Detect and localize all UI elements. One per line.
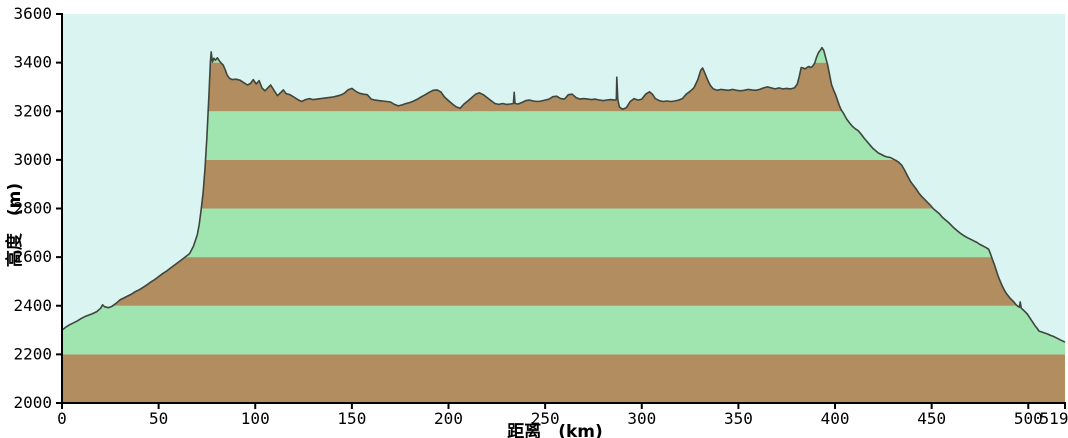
elevation-band-2600 bbox=[62, 208, 1065, 258]
elevation-band-2000 bbox=[62, 354, 1065, 403]
elevation-band-2400 bbox=[62, 257, 1065, 306]
x-tick-label: 519 bbox=[1040, 409, 1068, 428]
y-tick-label: 2000 bbox=[13, 393, 52, 412]
x-tick-label: 500 bbox=[1014, 409, 1043, 428]
y-tick-label: 2600 bbox=[13, 247, 52, 266]
x-tick-label: 0 bbox=[57, 409, 67, 428]
terrain-outline bbox=[61, 46, 1066, 343]
y-axis-title: 高度 (m) bbox=[4, 183, 25, 267]
x-tick-label: 300 bbox=[627, 409, 656, 428]
y-tick-label: 3600 bbox=[13, 4, 52, 23]
elevation-band-2800 bbox=[62, 159, 1065, 209]
y-tick-label: 3200 bbox=[13, 101, 52, 120]
x-tick-label: 200 bbox=[434, 409, 463, 428]
x-tick-label: 50 bbox=[149, 409, 168, 428]
plot-area bbox=[61, 14, 1066, 403]
x-tick-label: 450 bbox=[917, 409, 946, 428]
x-tick-label: 150 bbox=[337, 409, 366, 428]
elevation-band-2200 bbox=[62, 305, 1065, 355]
y-tick-label: 3400 bbox=[13, 53, 52, 72]
y-tick-label: 2400 bbox=[13, 296, 52, 315]
x-tick-label: 100 bbox=[241, 409, 270, 428]
x-tick-label: 400 bbox=[821, 409, 850, 428]
y-tick-label: 2200 bbox=[13, 344, 52, 363]
x-tick-label: 350 bbox=[724, 409, 753, 428]
y-tick-label: 2800 bbox=[13, 199, 52, 218]
x-axis-title: 距离 (km) bbox=[507, 421, 603, 438]
x-tick-label: 250 bbox=[531, 409, 560, 428]
axis-ticks: 2000 2200 2400 2600 2800 3000 3200 3400 3600 0 50 1… bbox=[13, 4, 1068, 428]
y-tick-label: 3000 bbox=[13, 150, 52, 169]
